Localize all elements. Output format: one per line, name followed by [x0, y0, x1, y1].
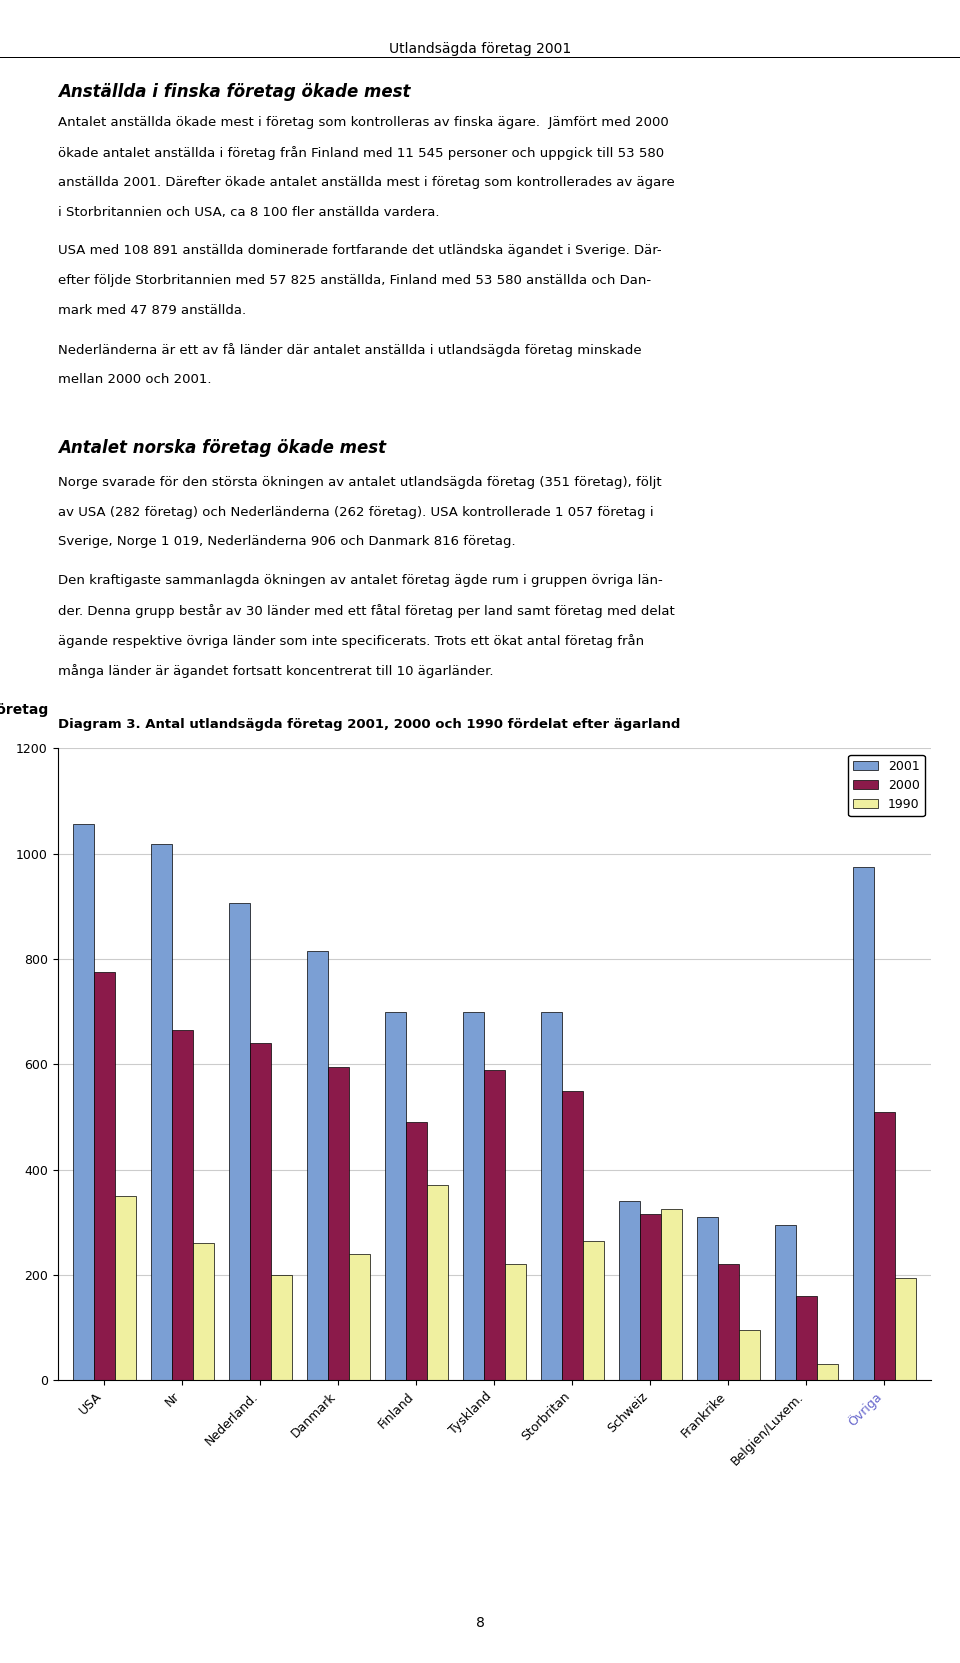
Bar [796, 1295, 817, 1380]
Y-axis label: Antal företag: Antal företag [0, 703, 49, 717]
Bar [348, 1254, 370, 1380]
Bar [73, 823, 94, 1380]
Bar [540, 1011, 562, 1380]
Text: Antalet norska företag ökade mest: Antalet norska företag ökade mest [58, 439, 386, 457]
Text: Diagram 3. Antal utlandsägda företag 2001, 2000 och 1990 fördelat efter ägarland: Diagram 3. Antal utlandsägda företag 200… [58, 718, 680, 732]
Text: efter följde Storbritannien med 57 825 anställda, Finland med 53 580 anställda o: efter följde Storbritannien med 57 825 a… [58, 274, 651, 288]
Bar [115, 1196, 136, 1380]
Bar [852, 866, 874, 1380]
Text: i Storbritannien och USA, ca 8 100 fler anställda vardera.: i Storbritannien och USA, ca 8 100 fler … [58, 206, 439, 220]
Text: Antalet anställda ökade mest i företag som kontrolleras av finska ägare.  Jämför: Antalet anställda ökade mest i företag s… [58, 116, 668, 130]
Bar [484, 1069, 505, 1380]
Bar [874, 1111, 895, 1380]
Text: av USA (282 företag) och Nederländerna (262 företag). USA kontrollerade 1 057 fö: av USA (282 företag) och Nederländerna (… [58, 506, 653, 519]
Text: mellan 2000 och 2001.: mellan 2000 och 2001. [58, 373, 211, 386]
Bar [172, 1029, 193, 1380]
Bar [250, 1043, 271, 1380]
Bar [817, 1364, 838, 1380]
Bar [427, 1186, 448, 1380]
Bar [660, 1209, 682, 1380]
Bar [619, 1201, 640, 1380]
Bar [193, 1244, 214, 1380]
Bar [583, 1241, 604, 1380]
Bar [328, 1068, 348, 1380]
Bar [228, 903, 250, 1380]
Bar [406, 1123, 427, 1380]
Text: mark med 47 879 anställda.: mark med 47 879 anställda. [58, 304, 246, 318]
Text: Den kraftigaste sammanlagda ökningen av antalet företag ägde rum i gruppen övrig: Den kraftigaste sammanlagda ökningen av … [58, 574, 662, 587]
Bar [739, 1330, 760, 1380]
Text: Anställda i finska företag ökade mest: Anställda i finska företag ökade mest [58, 83, 410, 101]
Bar [505, 1264, 526, 1380]
Bar [463, 1011, 484, 1380]
Bar [385, 1011, 406, 1380]
Text: Nederländerna är ett av få länder där antalet anställda i utlandsägda företag mi: Nederländerna är ett av få länder där an… [58, 343, 641, 356]
Bar [718, 1264, 739, 1380]
Text: 8: 8 [475, 1616, 485, 1630]
Bar [775, 1226, 796, 1380]
Legend: 2001, 2000, 1990: 2001, 2000, 1990 [848, 755, 924, 817]
Bar [271, 1276, 292, 1380]
Text: USA med 108 891 anställda dominerade fortfarande det utländska ägandet i Sverige: USA med 108 891 anställda dominerade for… [58, 244, 661, 258]
Bar [307, 951, 328, 1380]
Text: der. Denna grupp består av 30 länder med ett fåtal företag per land samt företag: der. Denna grupp består av 30 länder med… [58, 604, 674, 617]
Text: Norge svarade för den största ökningen av antalet utlandsägda företag (351 föret: Norge svarade för den största ökningen a… [58, 476, 661, 489]
Bar [640, 1214, 660, 1380]
Bar [562, 1091, 583, 1380]
Text: ägande respektive övriga länder som inte specificerats. Trots ett ökat antal för: ägande respektive övriga länder som inte… [58, 634, 644, 647]
Text: Utlandsägda företag 2001: Utlandsägda företag 2001 [389, 42, 571, 55]
Bar [94, 973, 115, 1380]
Bar [697, 1217, 718, 1380]
Text: anställda 2001. Därefter ökade antalet anställda mest i företag som kontrollerad: anställda 2001. Därefter ökade antalet a… [58, 176, 674, 190]
Text: många länder är ägandet fortsatt koncentrerat till 10 ägarländer.: många länder är ägandet fortsatt koncent… [58, 664, 493, 677]
Text: Sverige, Norge 1 019, Nederländerna 906 och Danmark 816 företag.: Sverige, Norge 1 019, Nederländerna 906 … [58, 535, 516, 549]
Bar [895, 1277, 916, 1380]
Bar [151, 843, 172, 1380]
Text: ökade antalet anställda i företag från Finland med 11 545 personer och uppgick t: ökade antalet anställda i företag från F… [58, 146, 663, 160]
